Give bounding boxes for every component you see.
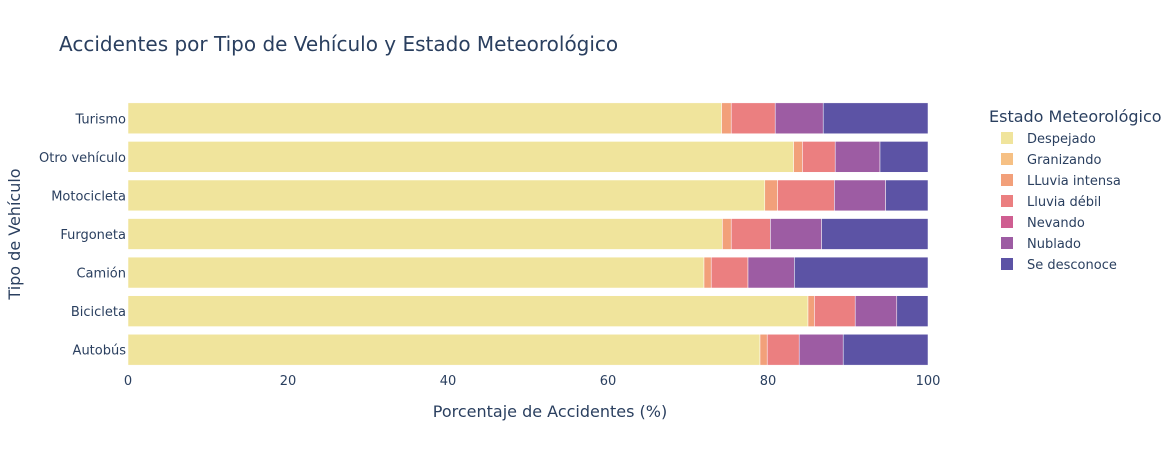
bar-furgoneta-nublado bbox=[770, 218, 822, 250]
bar-motocicleta-despejado bbox=[127, 179, 766, 212]
bar-furgoneta-lluvia-intensa bbox=[722, 218, 732, 250]
bar-furgoneta-se-desconoce bbox=[821, 218, 929, 250]
x-tick-label: 20 bbox=[280, 374, 297, 389]
bar-autobus-se-desconoce bbox=[842, 334, 929, 366]
bar-motocicleta-se-desconoce bbox=[885, 179, 929, 212]
legend-label-granizando[interactable]: Granizando bbox=[1027, 153, 1102, 168]
bar-motocicleta-nublado bbox=[834, 179, 886, 212]
x-tick-label: 0 bbox=[124, 374, 132, 389]
bar-camion-despejado bbox=[127, 256, 705, 289]
y-tick-labels: Autobús Bicicleta Camión Furgoneta Motocicle… bbox=[39, 112, 126, 358]
x-tick-labels: 0 20 40 60 80 100 bbox=[124, 374, 941, 389]
bar-camion-lluvia-debil bbox=[710, 256, 749, 289]
bar-bicicleta-lluvia-intensa bbox=[807, 295, 815, 327]
bar-otro-vehiculo-lluvia-intensa bbox=[793, 141, 803, 173]
y-tick-label: Bicicleta bbox=[71, 305, 126, 320]
legend-label-lluvia-intensa[interactable]: LLuvia intensa bbox=[1027, 174, 1121, 189]
bar-motocicleta-lluvia-intensa bbox=[764, 179, 778, 212]
bar-furgoneta-lluvia-debil bbox=[730, 218, 771, 250]
bar-autobus-lluvia-debil bbox=[766, 334, 800, 366]
legend-label-nublado[interactable]: Nublado bbox=[1027, 237, 1081, 252]
legend-swatch-lluvia-intensa bbox=[1001, 174, 1013, 186]
bar-turismo-lluvia-intensa bbox=[721, 102, 732, 134]
bar-otro-vehiculo-se-desconoce bbox=[879, 141, 929, 173]
bar-turismo-nublado bbox=[774, 102, 824, 134]
bar-turismo-lluvia-debil bbox=[730, 102, 776, 134]
legend-label-nevando[interactable]: Nevando bbox=[1027, 216, 1085, 231]
bar-camion-nublado bbox=[747, 256, 795, 289]
bar-bicicleta-lluvia-debil bbox=[814, 295, 856, 327]
y-axis-title: Tipo de Vehículo bbox=[5, 168, 24, 300]
x-axis-title: Porcentaje de Accidentes (%) bbox=[433, 402, 667, 421]
legend-swatch-se-desconoce bbox=[1001, 258, 1013, 270]
y-tick-label: Camión bbox=[76, 267, 126, 282]
legend: Estado Meteorológico Despejado Granizando… bbox=[989, 107, 1162, 273]
legend-label-se-desconoce[interactable]: Se desconoce bbox=[1027, 258, 1117, 273]
bar-turismo-se-desconoce bbox=[822, 102, 929, 134]
x-tick-label: 60 bbox=[600, 374, 617, 389]
x-tick-label: 100 bbox=[916, 374, 941, 389]
bars-group bbox=[127, 102, 929, 366]
legend-swatch-despejado bbox=[1001, 132, 1013, 144]
bar-autobus-despejado bbox=[127, 334, 761, 366]
bar-otro-vehiculo-despejado bbox=[127, 141, 794, 173]
legend-title: Estado Meteorológico bbox=[989, 107, 1162, 126]
bar-motocicleta-lluvia-debil bbox=[777, 179, 835, 212]
bar-autobus-nublado bbox=[798, 334, 844, 366]
x-tick-label: 40 bbox=[440, 374, 457, 389]
bar-autobus-lluvia-intensa bbox=[759, 334, 768, 366]
y-tick-label: Motocicleta bbox=[51, 189, 126, 204]
bar-otro-vehiculo-lluvia-debil bbox=[802, 141, 836, 173]
legend-swatch-granizando bbox=[1001, 153, 1013, 165]
bar-otro-vehiculo-nublado bbox=[834, 141, 881, 173]
x-tick-label: 80 bbox=[760, 374, 777, 389]
legend-swatch-nublado bbox=[1001, 237, 1013, 249]
bar-turismo-despejado bbox=[127, 102, 722, 134]
bar-camion-lluvia-intensa bbox=[703, 256, 712, 289]
chart-title: Accidentes por Tipo de Vehículo y Estado… bbox=[59, 32, 618, 56]
legend-swatch-nevando bbox=[1001, 216, 1013, 228]
bar-bicicleta-nublado bbox=[854, 295, 898, 327]
y-tick-label: Otro vehículo bbox=[39, 151, 126, 166]
y-tick-label: Autobús bbox=[73, 344, 127, 359]
bar-camion-se-desconoce bbox=[794, 256, 929, 289]
legend-label-despejado[interactable]: Despejado bbox=[1027, 132, 1096, 147]
bar-furgoneta-despejado bbox=[127, 218, 723, 250]
bar-bicicleta-despejado bbox=[127, 295, 809, 327]
y-tick-label: Turismo bbox=[74, 112, 126, 127]
bar-bicicleta-se-desconoce bbox=[896, 295, 929, 327]
legend-swatch-lluvia-debil bbox=[1001, 195, 1013, 207]
legend-label-lluvia-debil[interactable]: Lluvia débil bbox=[1027, 195, 1101, 210]
y-tick-label: Furgoneta bbox=[60, 228, 126, 243]
